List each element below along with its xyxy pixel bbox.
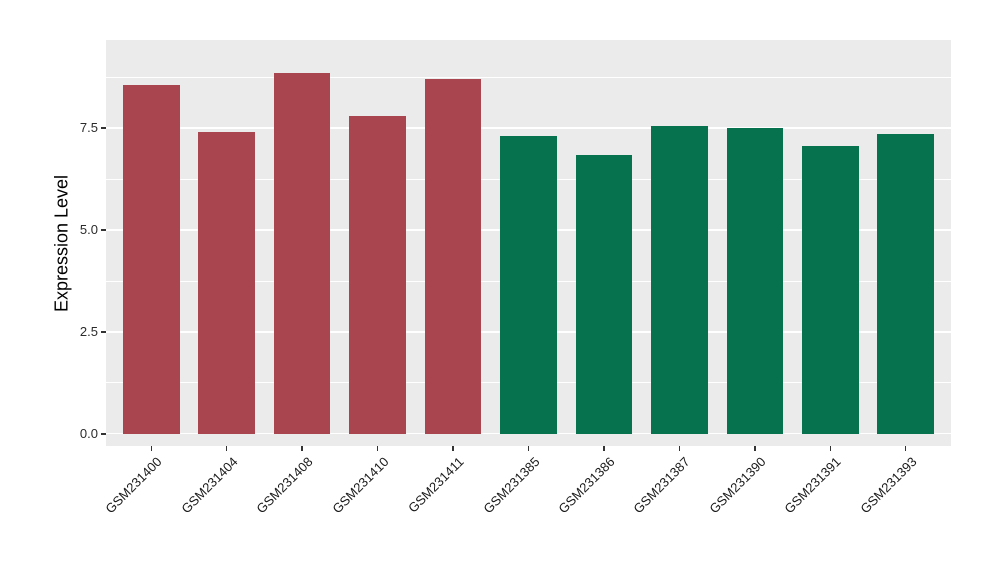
- bar-GSM231408: [273, 73, 331, 434]
- y-tick-label: 0.0: [79, 425, 98, 441]
- x-tick-mark: [829, 446, 832, 451]
- bar-GSM231387: [651, 126, 708, 434]
- x-tick-label: GSM231390: [706, 454, 769, 517]
- y-tick-mark: [101, 331, 106, 333]
- y-tick-label: 5.0: [79, 221, 98, 237]
- bar-GSM231386: [575, 154, 633, 434]
- x-tick-mark: [452, 446, 454, 451]
- gridline-major: [106, 127, 951, 129]
- y-tick-mark: [101, 229, 106, 231]
- x-tick-mark: [754, 446, 756, 451]
- x-tick-label: GSM231393: [857, 454, 920, 517]
- x-tick-label: GSM231411: [405, 454, 467, 516]
- bar-GSM231391: [801, 146, 859, 434]
- bar-GSM231385: [500, 136, 557, 434]
- gridline-minor: [106, 76, 951, 78]
- bar-GSM231411: [424, 79, 482, 434]
- bar-GSM231404: [198, 132, 255, 434]
- y-axis-title: Expression Level: [51, 174, 72, 313]
- y-tick-label: 2.5: [79, 323, 98, 339]
- x-tick-mark: [301, 446, 303, 451]
- x-tick-mark: [603, 446, 605, 451]
- x-tick-label: GSM231404: [178, 454, 241, 517]
- x-tick-mark: [150, 446, 153, 451]
- x-tick-label: GSM231385: [479, 454, 543, 517]
- x-tick-label: GSM231391: [781, 454, 844, 517]
- x-tick-mark: [527, 446, 530, 451]
- bar-GSM231410: [349, 115, 406, 434]
- x-tick-mark: [904, 446, 907, 451]
- y-tick-label: 7.5: [79, 120, 98, 136]
- plot-panel: [106, 40, 951, 446]
- bar-GSM231393: [877, 134, 935, 434]
- y-tick-mark: [101, 127, 106, 129]
- x-tick-mark: [376, 446, 379, 451]
- x-tick-mark: [678, 446, 681, 451]
- x-tick-label: GSM231408: [253, 454, 316, 517]
- bar-GSM231390: [726, 128, 784, 434]
- x-tick-label: GSM231386: [555, 454, 618, 517]
- x-tick-label: GSM231410: [328, 454, 392, 517]
- y-tick-mark: [101, 433, 106, 435]
- bar-GSM231400: [122, 85, 180, 434]
- x-tick-mark: [225, 446, 228, 451]
- x-tick-label: GSM231400: [102, 454, 165, 517]
- x-tick-label: GSM231387: [630, 454, 694, 517]
- gridline-major: [106, 433, 951, 435]
